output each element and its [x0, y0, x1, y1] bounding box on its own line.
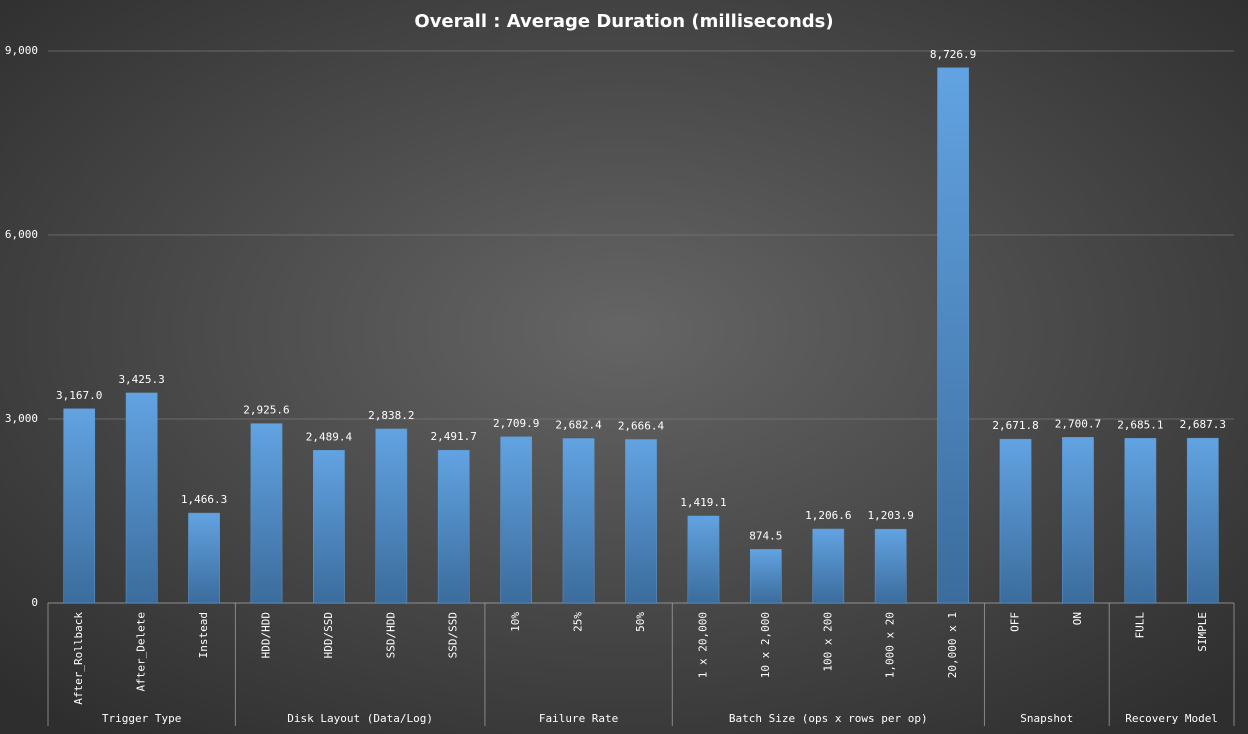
- bar: [250, 423, 283, 604]
- value-label: 1,206.6: [805, 509, 851, 522]
- x-tick-label: After_Delete: [135, 612, 148, 691]
- x-tick-label: SIMPLE: [1196, 612, 1209, 652]
- x-tick-label: SSD/HDD: [384, 612, 397, 658]
- value-label: 2,491.7: [431, 430, 477, 443]
- bar: [874, 528, 907, 604]
- value-label: 2,838.2: [368, 409, 414, 422]
- x-tick-label: SSD/SSD: [447, 612, 460, 658]
- value-label: 2,700.7: [1055, 417, 1101, 430]
- bar: [749, 549, 782, 604]
- value-label: 2,709.9: [493, 417, 539, 430]
- bar: [313, 450, 345, 604]
- bar: [687, 515, 720, 604]
- x-tick-label: FULL: [1133, 612, 1146, 639]
- bar: [812, 528, 845, 604]
- value-label: 1,466.3: [181, 493, 227, 506]
- bar: [437, 449, 470, 604]
- value-label: 2,687.3: [1180, 418, 1226, 431]
- x-tick-label: HDD/HDD: [259, 612, 272, 658]
- x-tick-label: After_Rollback: [72, 612, 85, 705]
- value-label: 2,671.8: [992, 419, 1038, 432]
- value-label: 2,925.6: [243, 404, 289, 417]
- value-label: 3,167.0: [56, 389, 102, 402]
- x-tick-label: HDD/SSD: [322, 612, 335, 658]
- value-label: 8,726.9: [930, 48, 976, 61]
- x-tick-label: 20,000 x 1: [946, 612, 959, 678]
- y-tick-label: 0: [31, 596, 38, 609]
- group-label: Trigger Type: [102, 712, 181, 725]
- x-tick-label: 1,000 x 20: [884, 612, 897, 678]
- group-label: Snapshot: [1020, 712, 1073, 725]
- x-tick-label: Instead: [197, 612, 210, 658]
- group-label: Batch Size (ops x rows per op): [729, 712, 928, 725]
- value-label: 1,419.1: [680, 496, 726, 509]
- bar: [1186, 437, 1219, 604]
- bar: [999, 438, 1032, 604]
- bar: [562, 438, 595, 604]
- group-label: Disk Layout (Data/Log): [287, 712, 433, 725]
- bar: [188, 512, 220, 604]
- x-tick-label: 100 x 200: [821, 612, 834, 672]
- value-label: 3,425.3: [118, 373, 164, 386]
- x-tick-label: 10 x 2,000: [759, 612, 772, 678]
- bar: [1124, 438, 1157, 604]
- value-label: 874.5: [749, 529, 782, 542]
- y-tick-label: 9,000: [5, 44, 38, 57]
- y-tick-label: 6,000: [5, 228, 38, 241]
- bar: [937, 67, 969, 604]
- x-tick-label: 25%: [572, 612, 585, 632]
- value-label: 2,489.4: [306, 430, 353, 443]
- y-tick-label: 3,000: [5, 412, 38, 425]
- bar: [375, 428, 408, 604]
- group-label: Recovery Model: [1125, 712, 1218, 725]
- chart-title: Overall : Average Duration (milliseconds…: [414, 11, 833, 32]
- x-tick-label: 10%: [509, 612, 522, 632]
- x-tick-label: OFF: [1009, 612, 1022, 632]
- value-label: 1,203.9: [868, 509, 914, 522]
- bar: [500, 436, 533, 604]
- group-label: Failure Rate: [539, 712, 618, 725]
- value-label: 2,685.1: [1117, 418, 1163, 431]
- bar: [1062, 437, 1094, 604]
- x-tick-label: ON: [1071, 612, 1084, 625]
- value-label: 2,666.4: [618, 419, 665, 432]
- value-label: 2,682.4: [555, 418, 602, 431]
- x-tick-label: 1 x 20,000: [696, 612, 709, 678]
- bar: [125, 392, 158, 604]
- bar: [63, 408, 96, 604]
- bar: [625, 439, 657, 604]
- x-tick-label: 50%: [634, 612, 647, 632]
